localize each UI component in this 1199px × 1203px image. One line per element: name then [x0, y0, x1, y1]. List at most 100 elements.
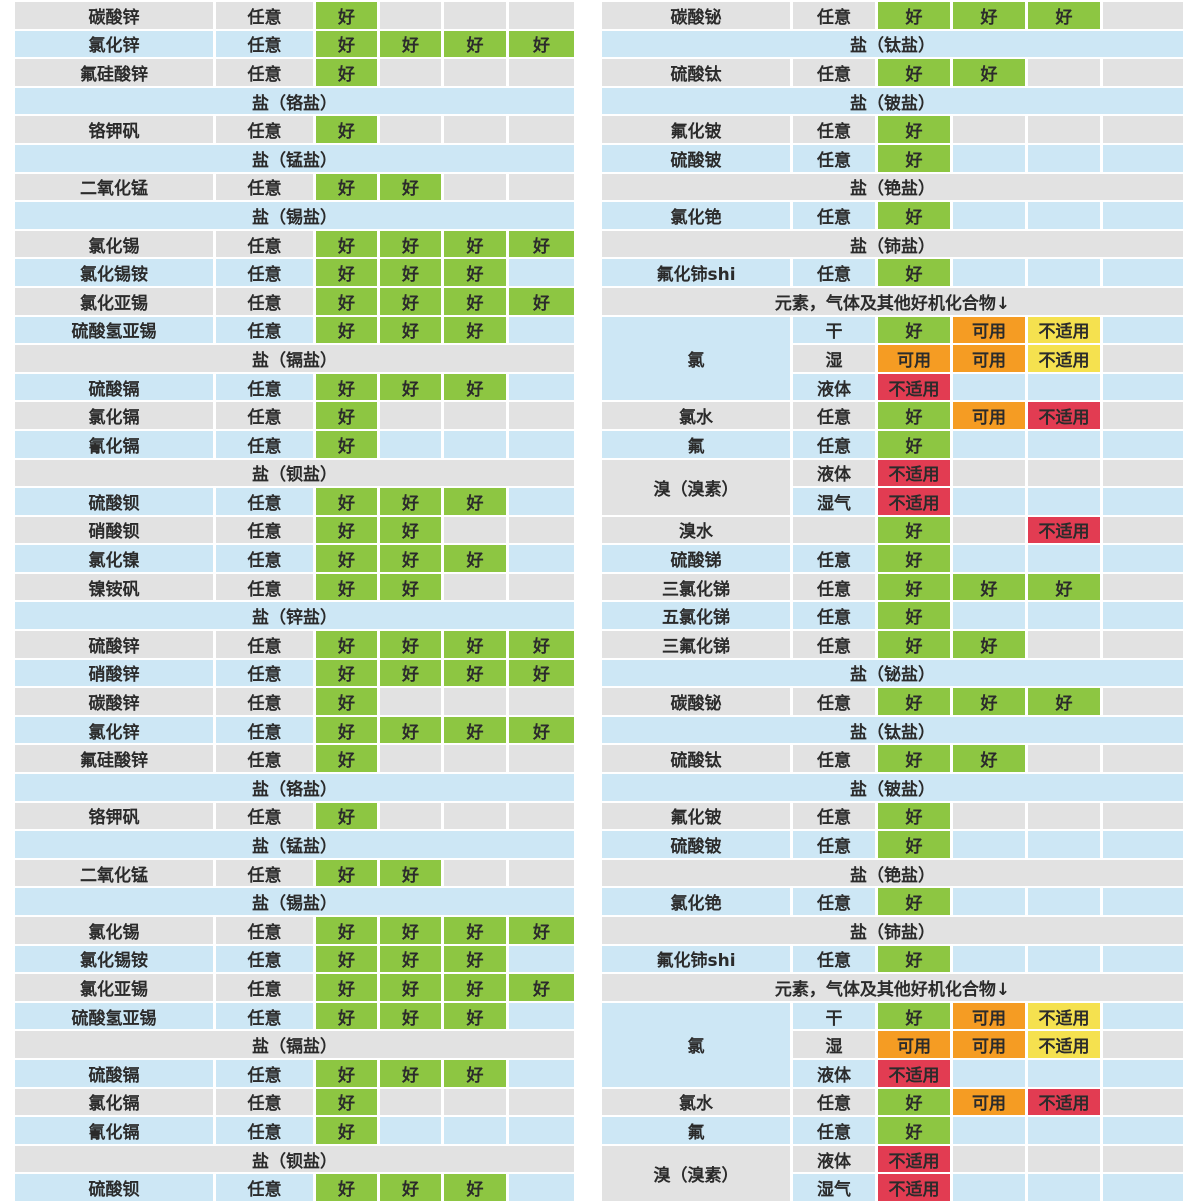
rating-cell: 好 — [316, 1117, 377, 1144]
rating-cell: 好 — [380, 230, 441, 258]
rating-cell-empty — [1103, 688, 1183, 715]
rating-cell-empty — [953, 373, 1025, 401]
rating-cell-empty — [509, 945, 574, 973]
chemical-name-cell: 氟化铈shi — [602, 259, 790, 286]
rating-cell: 好 — [316, 716, 377, 744]
chemical-name-cell: 氯化锡 — [15, 917, 213, 944]
rating-cell: 好 — [316, 2, 377, 29]
rating-cell: 好 — [444, 945, 506, 973]
condition-cell: 任意 — [216, 745, 313, 773]
rating-cell-empty — [1103, 259, 1183, 286]
condition-cell: 液体 — [793, 1059, 875, 1087]
rating-cell-empty — [444, 116, 506, 143]
rating-cell-empty — [1103, 459, 1183, 487]
section-header: 盐（锡盐） — [15, 888, 574, 915]
rating-cell-empty — [1103, 488, 1183, 515]
section-header: 盐（铍盐） — [602, 774, 1183, 801]
rating-cell: 好 — [953, 688, 1025, 715]
rating-cell-empty — [1103, 573, 1183, 601]
rating-cell: 好 — [316, 545, 377, 572]
rating-cell-empty — [509, 516, 574, 544]
rating-cell: 好 — [878, 602, 950, 630]
chemical-name-cell: 氟 — [602, 1117, 790, 1144]
condition-cell: 任意 — [216, 402, 313, 429]
chemical-name-cell: 五氯化锑 — [602, 602, 790, 630]
rating-cell-empty — [380, 688, 441, 715]
rating-cell-empty — [1028, 488, 1100, 515]
condition-cell: 任意 — [793, 831, 875, 858]
rating-cell: 好 — [444, 30, 506, 58]
rating-cell: 好 — [444, 716, 506, 744]
rating-cell: 好 — [878, 688, 950, 715]
rating-cell: 好 — [316, 430, 377, 458]
section-header: 盐（锡盐） — [15, 202, 574, 229]
rating-cell-empty — [444, 802, 506, 830]
rating-cell: 好 — [878, 545, 950, 572]
rating-cell: 好 — [878, 802, 950, 830]
rating-cell: 好 — [316, 59, 377, 86]
rating-cell-empty — [1103, 430, 1183, 458]
rating-cell-empty — [509, 2, 574, 29]
rating-cell: 好 — [316, 573, 377, 601]
rating-cell: 不适用 — [1028, 516, 1100, 544]
condition-cell: 液体 — [793, 373, 875, 401]
rating-cell-empty — [509, 745, 574, 773]
condition-cell: 任意 — [793, 573, 875, 601]
condition-cell: 液体 — [793, 459, 875, 487]
chemical-name-cell: 氰化镉 — [15, 1117, 213, 1144]
condition-cell: 任意 — [216, 631, 313, 658]
condition-cell: 任意 — [793, 116, 875, 143]
condition-cell: 任意 — [216, 30, 313, 58]
rating-cell: 好 — [878, 1002, 950, 1030]
rating-cell: 不适用 — [878, 459, 950, 487]
rating-cell: 好 — [878, 59, 950, 86]
rating-cell-empty — [1103, 745, 1183, 773]
rating-cell: 好 — [380, 516, 441, 544]
rating-cell-empty — [1028, 202, 1100, 229]
rating-cell: 好 — [953, 631, 1025, 658]
condition-cell: 任意 — [793, 202, 875, 229]
rating-cell: 好 — [316, 945, 377, 973]
chemical-name-cell: 硫酸铍 — [602, 831, 790, 858]
condition-cell: 任意 — [793, 402, 875, 429]
chemical-name-cell: 碳酸锌 — [15, 2, 213, 29]
condition-cell: 任意 — [793, 259, 875, 286]
rating-cell: 好 — [316, 30, 377, 58]
chemical-name-cell: 氯化锡 — [15, 230, 213, 258]
rating-cell: 好 — [1028, 688, 1100, 715]
chemical-name-cell: 氯水 — [602, 1088, 790, 1116]
rating-cell: 好 — [316, 631, 377, 658]
rating-cell: 好 — [444, 373, 506, 401]
chemical-name-cell: 氯化亚锡 — [15, 287, 213, 315]
condition-cell: 任意 — [216, 59, 313, 86]
rating-cell: 好 — [878, 945, 950, 973]
rating-cell: 好 — [878, 573, 950, 601]
rating-cell-empty — [1103, 888, 1183, 915]
rating-cell: 好 — [444, 259, 506, 286]
rating-cell-empty — [1028, 430, 1100, 458]
chemical-name-cell: 硝酸锌 — [15, 659, 213, 687]
chemical-name-cell: 氟化铈shi — [602, 945, 790, 973]
rating-cell-empty — [1103, 373, 1183, 401]
rating-cell: 好 — [316, 516, 377, 544]
condition-cell: 任意 — [216, 287, 313, 315]
rating-cell: 好 — [380, 259, 441, 286]
condition-cell: 任意 — [216, 859, 313, 887]
rating-cell-empty — [444, 59, 506, 86]
condition-cell: 任意 — [216, 1002, 313, 1030]
chemical-name-cell: 氯化镉 — [15, 1088, 213, 1116]
section-header: 盐（钛盐） — [602, 30, 1183, 58]
rating-cell-empty — [444, 745, 506, 773]
section-header: 盐（钡盐） — [15, 459, 574, 487]
condition-cell: 湿 — [793, 345, 875, 372]
rating-cell-empty — [509, 688, 574, 715]
rating-cell: 好 — [878, 2, 950, 29]
rating-cell: 好 — [444, 1174, 506, 1201]
condition-cell: 任意 — [216, 802, 313, 830]
condition-cell: 湿气 — [793, 488, 875, 515]
chemical-name-cell: 氯化锡铵 — [15, 945, 213, 973]
rating-cell-empty — [444, 1088, 506, 1116]
chemical-name-cell: 硫酸锌 — [15, 631, 213, 658]
rating-cell: 不适用 — [1028, 345, 1100, 372]
